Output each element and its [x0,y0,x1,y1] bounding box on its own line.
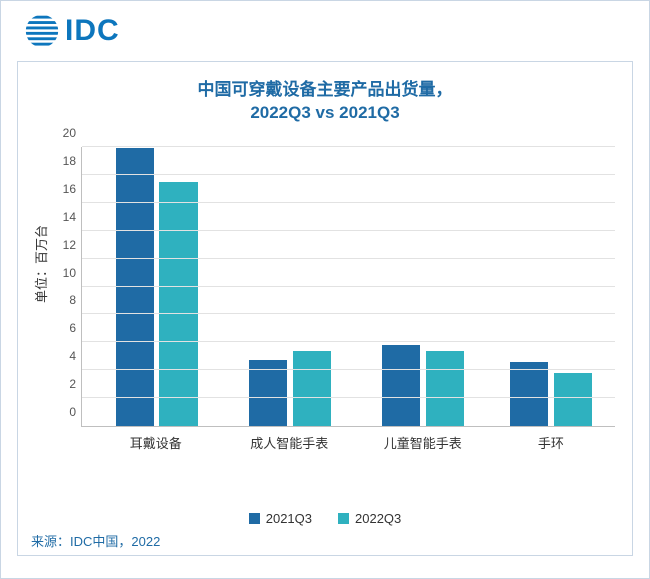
gridline [82,341,615,342]
y-tick-label: 8 [69,293,82,307]
bar [382,345,420,426]
legend-swatch [338,513,349,524]
gridline [82,286,615,287]
bar [249,360,287,426]
chart-title: 中国可穿戴设备主要产品出货量， 2022Q3 vs 2021Q3 [1,79,649,125]
x-axis-label: 手环 [538,433,564,452]
gridline [82,397,615,398]
x-axis-label: 耳戴设备 [130,433,182,452]
gridline [82,258,615,259]
idc-logo-icon [23,13,61,49]
bar [293,351,331,426]
y-tick-label: 10 [63,266,82,280]
y-tick-label: 2 [69,377,82,391]
legend-label: 2022Q3 [355,511,401,526]
x-axis-label: 儿童智能手表 [384,433,462,452]
chart-area: 02468101214161820 耳戴设备 成人智能手表 儿童智能手表 手环 [81,147,615,457]
legend-item: 2022Q3 [338,511,401,526]
x-axis-labels: 耳戴设备 成人智能手表 儿童智能手表 手环 [81,427,615,457]
gridline [82,202,615,203]
legend-label: 2021Q3 [266,511,312,526]
y-tick-label: 12 [63,238,82,252]
plot-area: 02468101214161820 [81,147,615,427]
y-tick-label: 0 [69,405,82,419]
y-tick-label: 6 [69,321,82,335]
gridline [82,230,615,231]
figure-frame: IDC 中国可穿戴设备主要产品出货量， 2022Q3 vs 2021Q3 单位：… [0,0,650,579]
y-tick-label: 20 [63,126,82,140]
y-tick-label: 4 [69,349,82,363]
y-tick-label: 18 [63,154,82,168]
x-axis-label: 成人智能手表 [250,433,328,452]
bar [116,148,154,426]
bar [510,362,548,426]
legend-item: 2021Q3 [249,511,312,526]
chart-title-line1: 中国可穿戴设备主要产品出货量， [1,79,649,102]
idc-logo: IDC [23,13,120,49]
chart-title-line2: 2022Q3 vs 2021Q3 [1,102,649,125]
y-tick-label: 14 [63,210,82,224]
y-axis-label: 单位：百万台 [31,225,50,303]
bar [426,351,464,426]
legend: 2021Q3 2022Q3 [1,511,649,526]
gridline [82,146,615,147]
bar [554,373,592,426]
y-tick-label: 16 [63,182,82,196]
legend-swatch [249,513,260,524]
gridline [82,369,615,370]
gridline [82,313,615,314]
idc-logo-text: IDC [65,14,120,48]
source-text: 来源：IDC中国，2022 [31,531,160,550]
gridline [82,174,615,175]
bars-layer [82,147,615,426]
bar [159,182,197,426]
